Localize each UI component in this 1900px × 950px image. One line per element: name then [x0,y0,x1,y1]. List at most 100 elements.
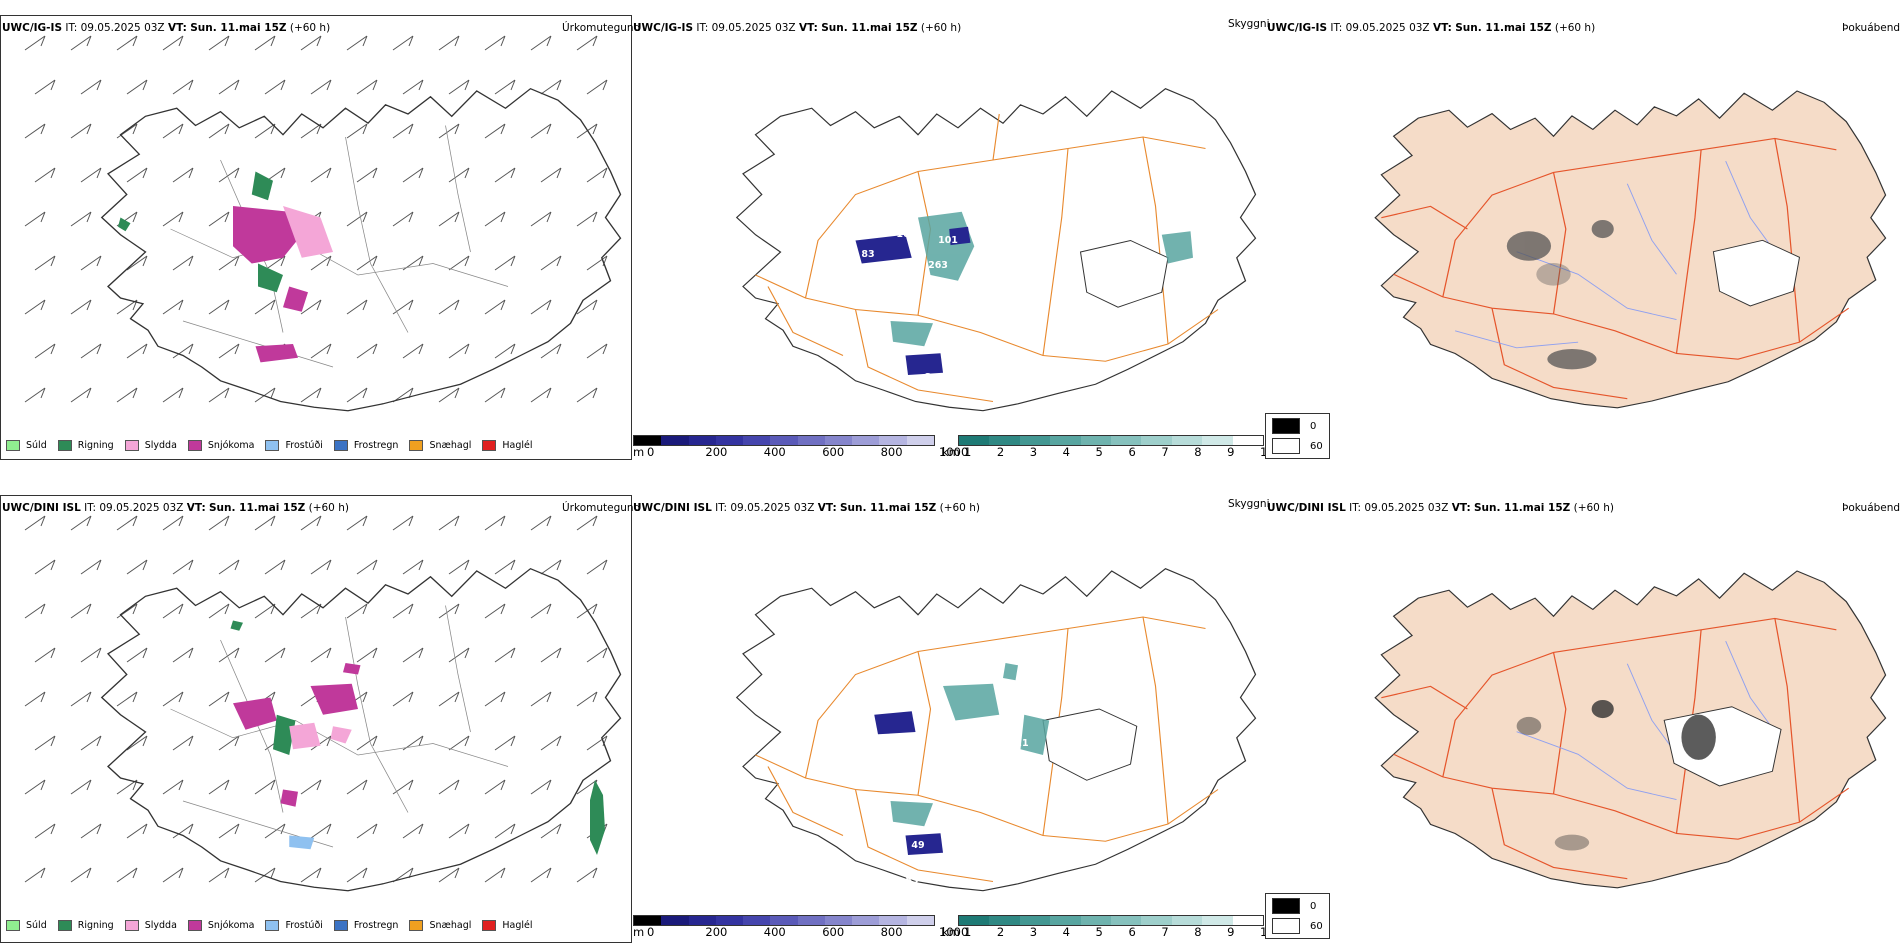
wind-barb [162,211,184,227]
wind-barb [484,603,506,619]
wind-barb [356,255,378,271]
wind-barb [70,299,92,315]
wind-barb [162,603,184,619]
colorbar-tick: 4 [1062,925,1070,939]
visibility-panel-title: Skyggni [1228,18,1270,30]
legend-item: Haglél [482,920,533,931]
wind-barb [438,211,460,227]
colorbar-segment [1232,436,1263,445]
wind-barb [126,559,148,575]
colorbar-tick: 9 [1227,445,1235,459]
colorbar-tick: 1 [964,445,972,459]
colorbar-tick: 0 [647,925,655,939]
vt-value: Sun. 11.mai 15Z [1474,502,1571,514]
wind-barb [254,867,276,883]
wind-barb [392,299,414,315]
colorbar-tick: 1000 [939,445,969,459]
wind-barb [34,735,56,751]
ceiling-colorbar [633,915,935,926]
legend-label: Snjókoma [207,440,255,451]
wind-barb [172,559,194,575]
fog-legend-swatch [1272,918,1300,934]
wind-barb [402,167,424,183]
wind-barb [356,647,378,663]
wind-barb [126,255,148,271]
wind-barb [162,867,184,883]
wind-barb [116,867,138,883]
fog-legend-swatch [1272,418,1300,434]
fog-panel-title: Þokuábendi [1842,502,1900,514]
vt-label: VT: [167,22,187,34]
colorbar-tick: 400 [763,925,786,939]
wind-barb [346,515,368,531]
lead-time: (+60 h) [289,22,331,34]
wind-barb [484,211,506,227]
wind-barb [80,559,102,575]
legend-swatch [124,440,139,451]
fog-legend: 0 60 [1265,413,1330,459]
wind-barb [530,515,552,531]
colorbar-segment [743,436,771,445]
vt-value: Sun. 11.mai 15Z [190,22,287,34]
colorbar-tick: 400 [763,445,786,459]
wind-barb [438,299,460,315]
wind-barb [254,299,276,315]
legend-label: Frostregn [353,440,399,451]
wind-barb [576,35,598,51]
wind-barb [162,515,184,531]
it-value: 09.05.2025 03Z [1345,22,1430,34]
colorbar-segment [1202,436,1233,445]
colorbar-segment [634,916,662,925]
wind-barb [392,691,414,707]
wind-barb [448,735,470,751]
wind-barb [576,387,598,403]
wind-barb [484,299,506,315]
it-value: 09.05.2025 03Z [80,22,165,34]
wind-barb [530,211,552,227]
legend-label: Slydda [144,920,177,931]
legend-swatch [265,920,280,931]
wind-barb [484,867,506,883]
panel-header: UWC/IG-IS IT: 09.05.2025 03Z VT: Sun. 11… [1267,22,1595,35]
wind-barb [438,867,460,883]
it-label: IT: [65,22,78,34]
wind-barb [208,515,230,531]
fog-legend-label: 60 [1310,440,1323,452]
wind-barb [576,603,598,619]
wind-barb [438,387,460,403]
it-value: 09.05.2025 03Z [1364,502,1449,514]
wind-barb [264,559,286,575]
wind-barb [126,823,148,839]
wind-barb [218,79,240,95]
vt-value: Sun. 11.mai 15Z [209,502,306,514]
cloud-cell-label: 66 [1000,760,1014,771]
wind-barb [116,387,138,403]
wind-barb [540,735,562,751]
fog-legend-item: 0 [1272,898,1323,914]
colorbar-segment [1171,916,1203,925]
wind-barb [218,559,240,575]
colorbar-segment [688,916,716,925]
wind-barb [254,515,276,531]
wind-barb [310,647,332,663]
wind-barb [576,299,598,315]
wind-barb [70,691,92,707]
wind-barb [310,559,332,575]
wind-barb [126,79,148,95]
colorbar-tick: 200 [705,925,728,939]
wind-barb [126,735,148,751]
legend-item: Snjókoma [187,920,254,931]
wind-barb [448,647,470,663]
colorbar-unit: km [942,445,960,459]
wind-barb [392,515,414,531]
legend-swatch [409,920,424,931]
wind-barb [530,299,552,315]
colorbar-segment [879,436,907,445]
wind-barb [300,779,322,795]
cloud-cell-label: 64 [929,414,943,425]
ceiling-colorbar [633,435,935,446]
wind-barb [116,515,138,531]
colorbar-segment [770,916,798,925]
wind-barb [34,255,56,271]
colorbar-tick: 6 [1128,925,1136,939]
